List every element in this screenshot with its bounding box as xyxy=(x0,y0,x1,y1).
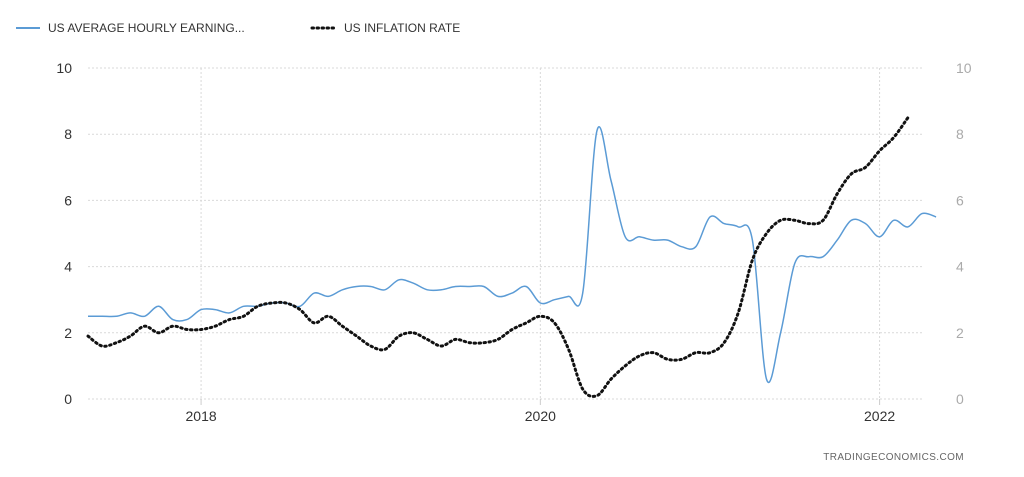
grid xyxy=(88,67,922,400)
x-axis: 2018 2020 2022 xyxy=(186,399,895,424)
x-tick-label: 2020 xyxy=(525,408,556,424)
series-line-inflation-rate xyxy=(86,116,910,398)
y-tick-label-left: 6 xyxy=(64,192,72,208)
x-tick-label: 2022 xyxy=(864,408,895,424)
y-tick-label-right: 0 xyxy=(956,391,964,407)
legend-label: US INFLATION RATE xyxy=(344,21,460,35)
y-tick-label-right: 10 xyxy=(956,60,972,76)
y-tick-label-right: 8 xyxy=(956,126,964,142)
y-axis-left: 0 2 4 6 8 10 xyxy=(56,60,72,407)
y-tick-label-left: 4 xyxy=(64,259,72,275)
legend-item: US AVERAGE HOURLY EARNING... xyxy=(16,21,245,35)
y-tick-label-left: 10 xyxy=(56,60,72,76)
series-line-hourly-earnings xyxy=(88,126,937,383)
y-tick-label-right: 2 xyxy=(956,325,964,341)
y-tick-label-left: 0 xyxy=(64,391,72,407)
legend: US AVERAGE HOURLY EARNING... US INFLATION… xyxy=(16,21,460,35)
y-tick-label-right: 6 xyxy=(956,192,964,208)
y-tick-label-left: 8 xyxy=(64,126,72,142)
legend-label: US AVERAGE HOURLY EARNING... xyxy=(48,21,245,35)
series-group xyxy=(86,116,937,398)
source-credit: TRADINGECONOMICS.COM xyxy=(823,452,964,463)
y-tick-label-left: 2 xyxy=(64,325,72,341)
y-tick-label-right: 4 xyxy=(956,259,964,275)
x-tick-label: 2018 xyxy=(186,408,217,424)
y-axis-right: 0 2 4 6 8 10 xyxy=(956,60,972,407)
legend-item: US INFLATION RATE xyxy=(310,21,460,35)
